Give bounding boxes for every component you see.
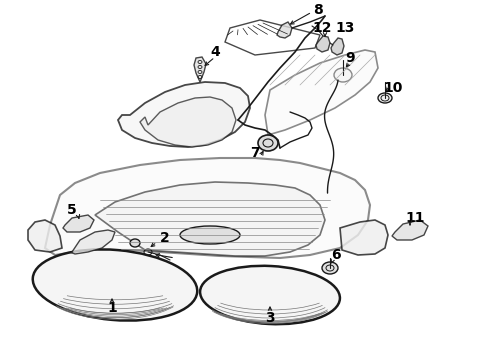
Polygon shape — [140, 97, 236, 147]
Polygon shape — [316, 36, 330, 52]
Ellipse shape — [130, 239, 140, 247]
Ellipse shape — [334, 68, 352, 82]
Polygon shape — [45, 158, 370, 258]
Ellipse shape — [258, 135, 278, 151]
Polygon shape — [225, 20, 320, 55]
Polygon shape — [28, 220, 62, 252]
Polygon shape — [340, 220, 388, 255]
Ellipse shape — [33, 249, 197, 321]
Polygon shape — [95, 182, 325, 256]
Polygon shape — [392, 220, 428, 240]
Ellipse shape — [180, 226, 240, 244]
Ellipse shape — [200, 266, 340, 324]
Text: 12: 12 — [312, 21, 332, 35]
Text: 7: 7 — [250, 146, 260, 160]
Polygon shape — [265, 50, 378, 135]
Text: 4: 4 — [210, 45, 220, 59]
Polygon shape — [118, 82, 250, 147]
Text: 6: 6 — [331, 248, 341, 262]
Text: 1: 1 — [107, 301, 117, 315]
Polygon shape — [331, 38, 344, 55]
Text: 3: 3 — [265, 311, 275, 325]
Ellipse shape — [322, 262, 338, 274]
Ellipse shape — [378, 93, 392, 103]
Polygon shape — [63, 215, 94, 232]
Text: 13: 13 — [335, 21, 355, 35]
Text: 5: 5 — [67, 203, 77, 217]
Text: 11: 11 — [405, 211, 425, 225]
Text: 10: 10 — [383, 81, 403, 95]
Polygon shape — [277, 22, 292, 38]
Polygon shape — [70, 230, 115, 254]
Polygon shape — [194, 57, 206, 82]
Text: 2: 2 — [160, 231, 170, 245]
Text: 9: 9 — [345, 51, 355, 65]
Text: 8: 8 — [313, 3, 323, 17]
